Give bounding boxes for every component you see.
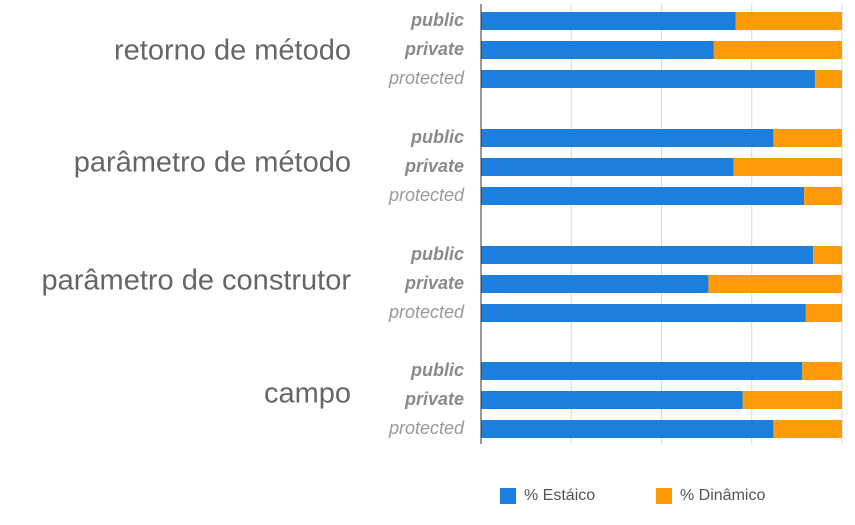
legend-swatch-dinamico — [656, 488, 672, 504]
category-label: public — [410, 244, 464, 264]
category-label: protected — [388, 418, 465, 438]
bar-estatico — [481, 129, 774, 147]
bar-dinamico — [713, 41, 842, 59]
bar-estatico — [481, 12, 736, 30]
bar-dinamico — [742, 391, 842, 409]
bar-dinamico — [805, 304, 842, 322]
bar-estatico — [481, 391, 743, 409]
bar-dinamico — [814, 70, 842, 88]
category-label: public — [410, 127, 464, 147]
bar-dinamico — [813, 246, 842, 264]
bar-estatico — [481, 41, 714, 59]
bar-dinamico — [802, 362, 842, 380]
legend-label-dinamico: % Dinâmico — [680, 487, 765, 504]
category-label: public — [410, 10, 464, 30]
group-label: campo — [264, 378, 351, 410]
bar-dinamico — [708, 275, 842, 293]
group-label: retorno de método — [114, 35, 351, 67]
legend-label-estatico: % Estáico — [524, 487, 595, 504]
category-label: protected — [388, 68, 465, 88]
bar-estatico — [481, 362, 803, 380]
bar-dinamico — [773, 420, 842, 438]
bar-dinamico — [733, 158, 842, 176]
category-label: private — [404, 156, 464, 176]
group-label: parâmetro de método — [74, 147, 351, 179]
bar-estatico — [481, 70, 815, 88]
category-label: private — [404, 273, 464, 293]
bar-estatico — [481, 246, 814, 264]
bar-estatico — [481, 158, 734, 176]
bar-dinamico — [804, 187, 842, 205]
category-label: private — [404, 389, 464, 409]
category-label: private — [404, 39, 464, 59]
bar-estatico — [481, 275, 709, 293]
bar-estatico — [481, 420, 774, 438]
bar-estatico — [481, 304, 806, 322]
legend-swatch-estatico — [500, 488, 516, 504]
category-label: protected — [388, 185, 465, 205]
group-label: parâmetro de construtor — [42, 265, 352, 297]
bar-dinamico — [735, 12, 842, 30]
bar-dinamico — [773, 129, 842, 147]
category-label: protected — [388, 302, 465, 322]
category-label: public — [410, 360, 464, 380]
bar-estatico — [481, 187, 805, 205]
